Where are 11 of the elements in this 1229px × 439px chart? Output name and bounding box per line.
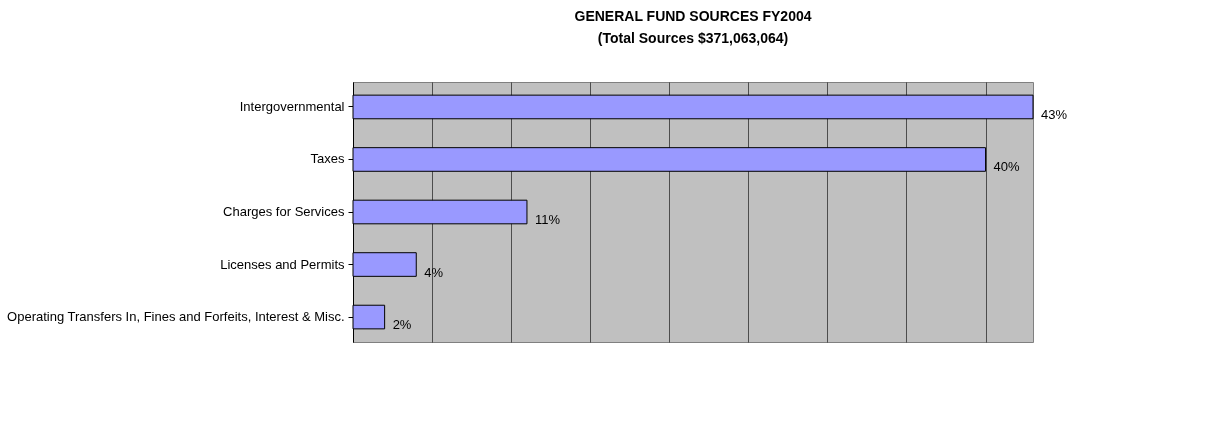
y-tick-label: Intergovernmental — [239, 98, 345, 114]
data-label: 40% — [993, 159, 1021, 175]
data-label: 2% — [392, 317, 412, 333]
chart-subtitle: (Total Sources $371,063,064) — [597, 30, 789, 46]
chart-title: GENERAL FUND SOURCES FY2004 — [574, 8, 812, 24]
y-tick-label: Taxes — [310, 151, 345, 167]
y-tick-label: Charges for Services — [223, 204, 345, 219]
y-tick-label: Operating Transfers In, Fines and Forfeits, Interest & Misc. — [7, 309, 345, 325]
data-label: 11% — [534, 212, 561, 227]
y-tick-label: Licenses and Permits — [220, 256, 345, 272]
data-label: 43% — [1041, 106, 1068, 122]
